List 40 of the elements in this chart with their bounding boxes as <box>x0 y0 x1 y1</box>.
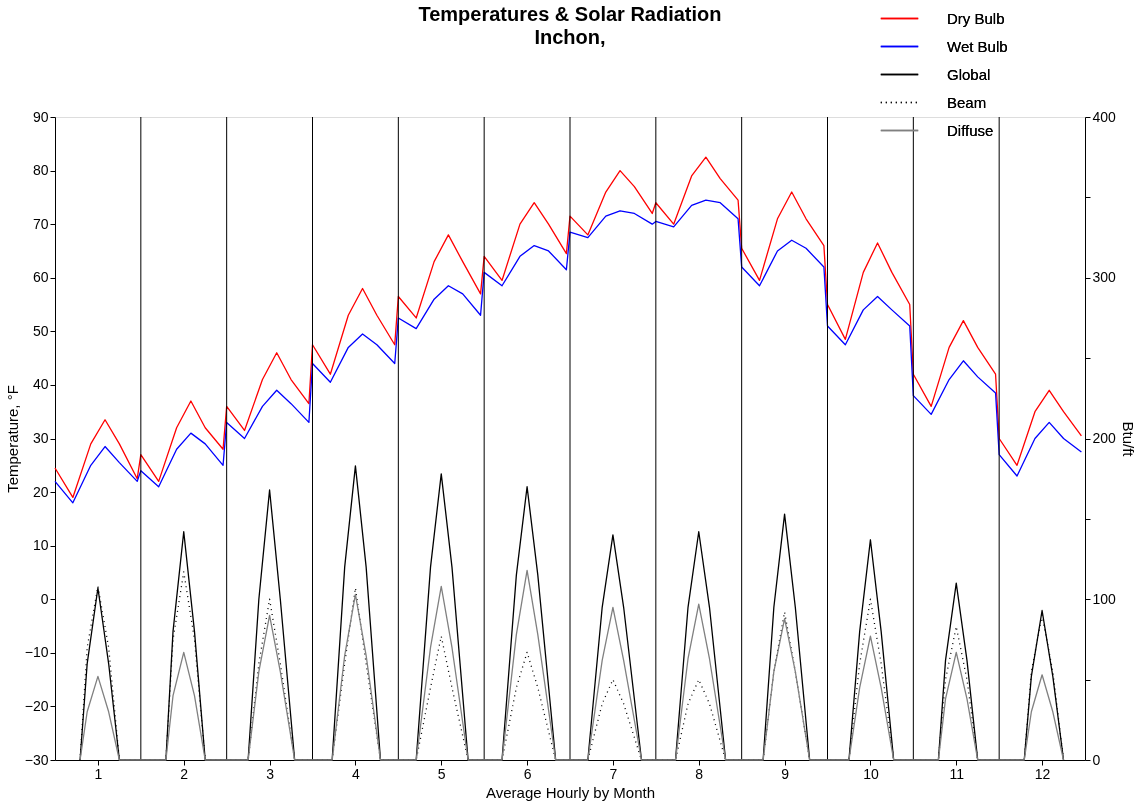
y2-tick-label: 200 <box>1092 430 1117 446</box>
y-tick-label: 70 <box>32 215 49 232</box>
legend-label: Dry Bulb <box>947 9 1005 27</box>
y-tick-label: 10 <box>32 537 49 554</box>
y-tick-label: 50 <box>32 322 49 339</box>
y-tick-label: −10 <box>24 644 49 661</box>
x-tick-label: 7 <box>609 765 618 782</box>
x-axis-title: Average Hourly by Month <box>486 783 655 801</box>
y-axis-title: Temperature, °F <box>3 385 21 493</box>
x-tick-label: 2 <box>180 765 189 782</box>
y-tick-label: 20 <box>32 483 49 500</box>
x-tick-label: 11 <box>949 765 965 782</box>
chart-title: Temperatures & Solar Radiation <box>418 3 722 25</box>
legend-label: Wet Bulb <box>947 37 1008 55</box>
x-tick-label: 1 <box>94 765 103 782</box>
y2-tick-label: 100 <box>1092 590 1117 607</box>
y-tick-label: 80 <box>32 162 49 179</box>
legend-label: Beam <box>947 93 987 111</box>
x-tick-label: 10 <box>863 765 879 782</box>
legend-label: Diffuse <box>947 121 994 139</box>
y-tick-label: 40 <box>32 376 49 393</box>
chart-subtitle: Inchon, <box>534 26 606 48</box>
y2-tick-label: 300 <box>1092 269 1117 286</box>
x-tick-label: 8 <box>695 765 704 782</box>
y2-tick-label: 400 <box>1092 108 1117 125</box>
x-tick-label: 3 <box>266 765 275 782</box>
y-tick-label: −30 <box>24 751 49 768</box>
y-tick-label: 30 <box>32 430 49 446</box>
x-tick-label: 9 <box>781 765 790 782</box>
y-tick-label: 0 <box>40 590 49 607</box>
x-tick-label: 5 <box>437 765 446 782</box>
y-tick-label: 60 <box>32 269 49 286</box>
y2-axis-title: Btu/ft <box>1119 421 1137 458</box>
legend-label: Global <box>947 65 991 83</box>
y2-tick-label: 0 <box>1092 751 1101 768</box>
y-tick-label: 90 <box>32 108 49 125</box>
x-tick-label: 12 <box>1034 765 1051 782</box>
x-tick-label: 6 <box>523 765 532 782</box>
y-tick-label: −20 <box>24 697 49 714</box>
x-tick-label: 4 <box>352 765 361 782</box>
